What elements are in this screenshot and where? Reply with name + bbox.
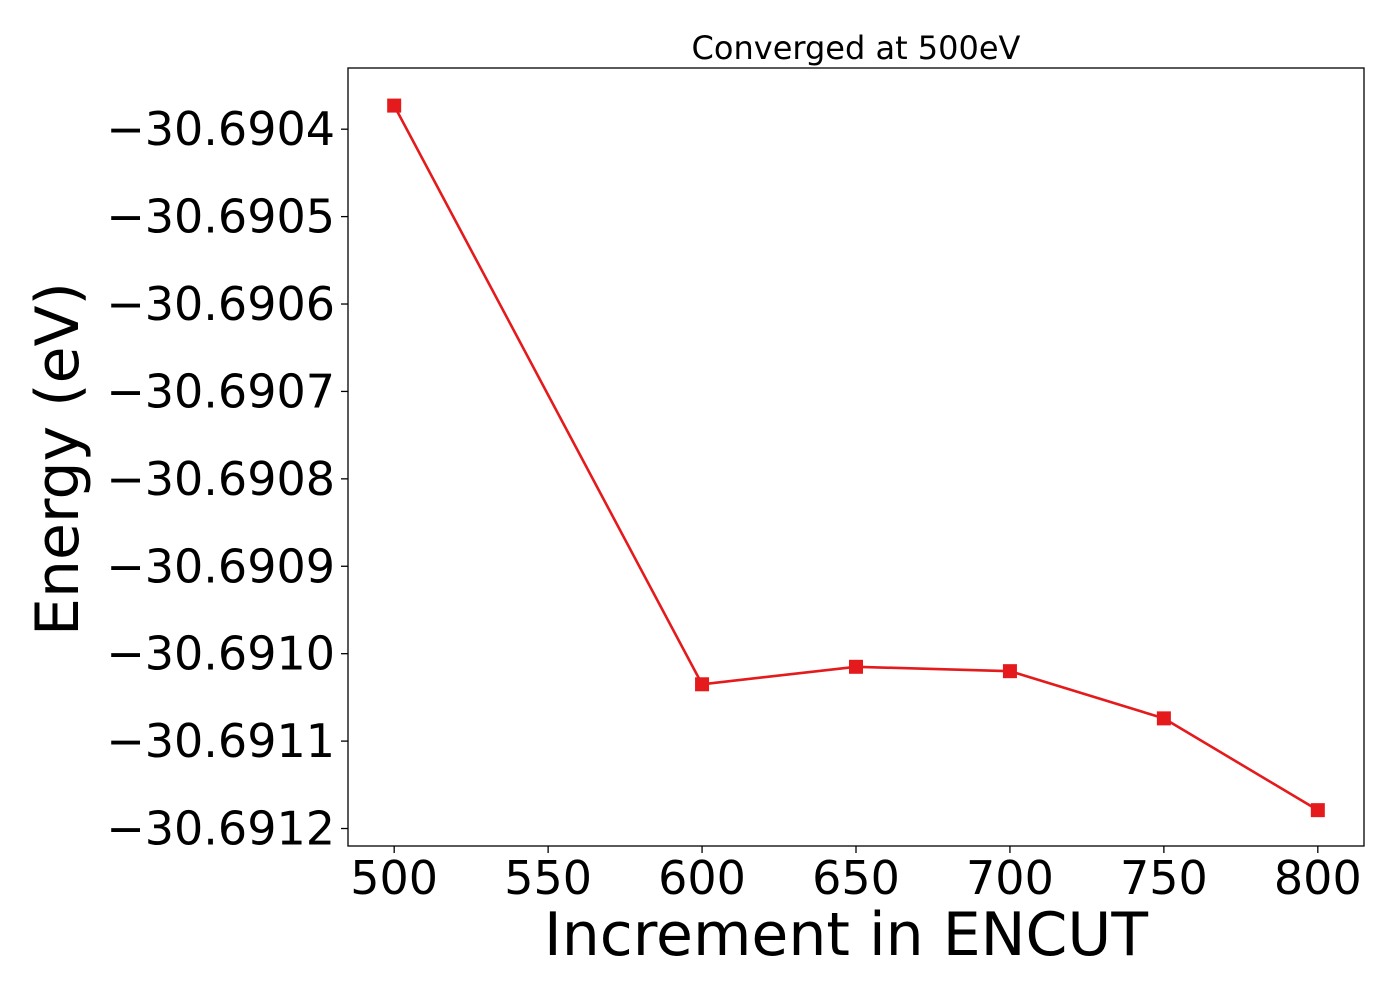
x-axis-label: Increment in ENCUT bbox=[544, 900, 1148, 970]
x-tick-label: 750 bbox=[1120, 851, 1208, 905]
y-tick-label: −30.6910 bbox=[106, 627, 335, 681]
x-tick-label: 550 bbox=[504, 851, 592, 905]
data-point-marker bbox=[849, 659, 863, 674]
data-point-marker bbox=[1002, 664, 1017, 679]
data-point-marker bbox=[387, 98, 402, 113]
x-tick-label: 500 bbox=[350, 851, 438, 905]
y-tick-label: −30.6905 bbox=[106, 190, 335, 244]
x-tick-label: 650 bbox=[812, 851, 900, 905]
x-axis-ticks: 500 550 600 650 700 750 800 bbox=[350, 846, 1362, 905]
series-line bbox=[393, 104, 1319, 812]
data-point-marker bbox=[1156, 711, 1171, 726]
y-tick-label: −30.6904 bbox=[106, 102, 335, 156]
series-layer bbox=[387, 98, 1325, 818]
chart-title: Converged at 500eV bbox=[692, 29, 1021, 67]
y-tick-label: −30.6907 bbox=[106, 364, 335, 418]
x-tick-label: 600 bbox=[658, 851, 746, 905]
y-tick-label: −30.6911 bbox=[106, 714, 335, 768]
data-point-marker bbox=[695, 677, 710, 692]
x-tick-label: 800 bbox=[1274, 851, 1362, 905]
x-tick-label: 700 bbox=[966, 851, 1054, 905]
y-tick-label: −30.6909 bbox=[106, 539, 335, 593]
y-tick-label: −30.6906 bbox=[106, 277, 335, 331]
y-tick-label: −30.6912 bbox=[106, 802, 335, 856]
y-tick-label: −30.6908 bbox=[106, 452, 335, 506]
plot-area-frame bbox=[347, 67, 1365, 847]
data-point-marker bbox=[1310, 803, 1325, 818]
y-axis-ticks: −30.6904 −30.6905 −30.6906 −30.6907 −30.6908… bbox=[106, 102, 348, 856]
y-axis-label: Energy (eV) bbox=[23, 282, 93, 636]
